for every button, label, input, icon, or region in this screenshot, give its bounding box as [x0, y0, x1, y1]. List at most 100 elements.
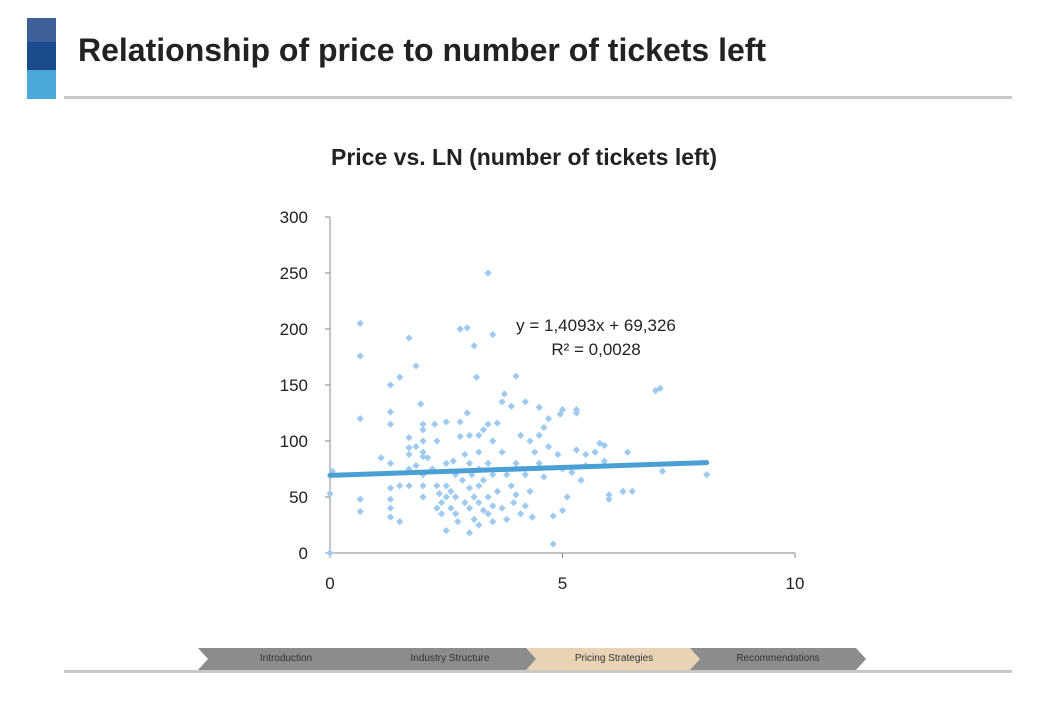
- nav-step-industry-structure[interactable]: Industry Structure: [362, 648, 538, 670]
- data-point: [326, 490, 334, 498]
- data-point: [475, 448, 483, 456]
- data-point: [507, 482, 515, 490]
- data-point: [479, 426, 488, 434]
- data-point: [456, 418, 464, 426]
- data-point: [549, 512, 557, 520]
- data-point: [512, 372, 520, 380]
- data-point: [572, 409, 581, 417]
- data-point: [442, 493, 450, 501]
- data-point: [470, 515, 478, 523]
- data-point: [493, 487, 501, 495]
- data-point: [521, 398, 529, 406]
- data-point: [512, 491, 520, 499]
- data-point: [703, 471, 711, 479]
- data-point: [463, 409, 471, 417]
- data-point: [521, 502, 529, 510]
- data-point: [600, 441, 608, 450]
- data-point: [535, 459, 543, 467]
- data-point: [431, 420, 439, 428]
- data-point: [484, 420, 492, 428]
- data-point: [596, 439, 604, 447]
- data-point: [558, 506, 567, 515]
- data-point: [438, 499, 446, 507]
- data-point: [568, 468, 576, 476]
- y-tick-label: 150: [280, 376, 308, 395]
- data-point: [489, 437, 497, 445]
- data-point: [386, 408, 395, 416]
- data-point: [600, 457, 608, 465]
- data-point: [468, 471, 476, 479]
- data-point: [470, 493, 478, 501]
- data-point: [386, 381, 395, 389]
- data-point: [528, 513, 536, 521]
- data-point: [461, 499, 469, 507]
- data-point: [535, 431, 543, 439]
- scatter-chart: Price vs. LN (number of tickets left) 0 5…: [280, 144, 805, 593]
- r-squared: R² = 0,0028: [551, 340, 640, 359]
- data-point: [526, 437, 534, 445]
- data-point: [463, 324, 471, 332]
- data-point: [386, 513, 395, 521]
- nav-step-recommendations[interactable]: Recommendations: [690, 648, 866, 670]
- data-point: [498, 448, 506, 456]
- data-point: [489, 331, 497, 339]
- data-point: [451, 471, 460, 479]
- data-point: [377, 454, 385, 462]
- data-point: [558, 406, 567, 414]
- data-point: [356, 415, 364, 423]
- data-point: [386, 495, 395, 503]
- x-tick-label: 10: [786, 574, 805, 593]
- data-point: [326, 549, 334, 557]
- data-point: [465, 459, 474, 467]
- data-point: [458, 476, 467, 484]
- data-point: [465, 484, 474, 492]
- data-point: [503, 515, 511, 523]
- data-point: [503, 471, 511, 479]
- x-tick-label: 5: [558, 574, 567, 593]
- data-point: [605, 491, 613, 499]
- data-point: [475, 431, 483, 439]
- data-point: [465, 504, 474, 512]
- accent-bar-top: [27, 18, 56, 42]
- data-point: [512, 459, 520, 467]
- data-point: [484, 459, 492, 467]
- data-point: [556, 410, 564, 418]
- data-point: [605, 495, 613, 503]
- data-point: [396, 518, 404, 526]
- x-axis: 0 5 10: [325, 552, 805, 593]
- data-point: [386, 420, 395, 428]
- data-point: [582, 450, 590, 459]
- data-point: [456, 432, 464, 441]
- data-point: [442, 527, 450, 535]
- nav-step-introduction[interactable]: Introduction: [198, 648, 374, 670]
- data-point: [484, 510, 492, 518]
- data-point: [356, 319, 364, 327]
- title-divider: [64, 96, 1012, 99]
- data-point: [435, 490, 443, 498]
- data-point: [412, 462, 420, 470]
- data-point: [386, 484, 395, 492]
- data-point: [475, 521, 483, 529]
- data-point: [356, 495, 364, 503]
- data-point: [451, 493, 460, 501]
- data-point: [540, 423, 548, 432]
- data-point: [442, 482, 450, 490]
- data-point: [447, 487, 455, 495]
- chart-title: Price vs. LN (number of tickets left): [331, 144, 717, 170]
- trendline-equation: y = 1,4093x + 69,326: [516, 316, 676, 335]
- data-point: [419, 426, 427, 434]
- data-point: [419, 482, 427, 490]
- data-point: [412, 362, 420, 370]
- data-point: [521, 471, 529, 479]
- data-point: [396, 373, 404, 381]
- data-point: [554, 450, 562, 459]
- data-point: [510, 499, 518, 507]
- y-tick-label: 100: [280, 432, 308, 451]
- y-tick-label: 0: [299, 544, 308, 563]
- data-point: [438, 510, 446, 518]
- data-point: [456, 325, 464, 333]
- nav-step-pricing-strategies[interactable]: Pricing Strategies: [526, 648, 702, 670]
- data-point: [451, 510, 460, 518]
- data-point: [517, 510, 525, 518]
- data-point: [465, 529, 474, 537]
